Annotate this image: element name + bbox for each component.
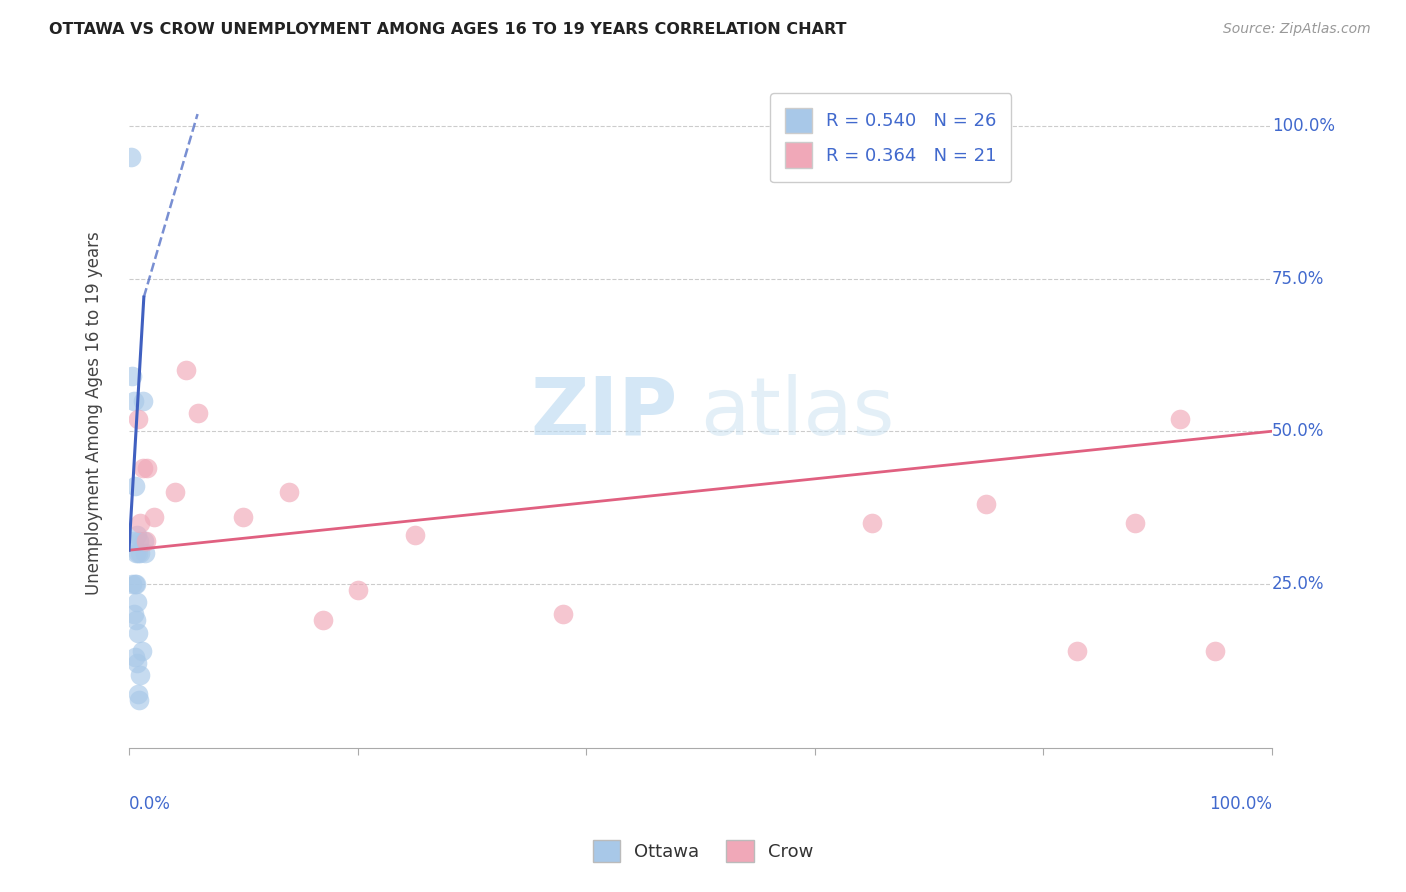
Point xyxy=(187,406,209,420)
Point xyxy=(1123,516,1146,530)
Point xyxy=(125,656,148,670)
Point xyxy=(128,692,150,706)
Point xyxy=(125,613,148,627)
Point xyxy=(122,534,145,549)
Point xyxy=(1066,644,1088,658)
Text: atlas: atlas xyxy=(700,374,894,452)
Point xyxy=(1204,644,1226,658)
Text: 25.0%: 25.0% xyxy=(1272,574,1324,593)
Point xyxy=(232,509,254,524)
Point xyxy=(127,625,149,640)
Point xyxy=(131,644,153,658)
Point xyxy=(128,534,150,549)
Point xyxy=(312,613,335,627)
Point xyxy=(134,546,156,560)
Y-axis label: Unemployment Among Ages 16 to 19 years: Unemployment Among Ages 16 to 19 years xyxy=(86,231,103,595)
Point xyxy=(174,363,197,377)
Point xyxy=(127,687,149,701)
Point xyxy=(124,479,146,493)
Legend: Ottawa, Crow: Ottawa, Crow xyxy=(585,833,821,870)
Point xyxy=(125,576,148,591)
Point xyxy=(404,528,426,542)
Point xyxy=(127,412,149,426)
Point xyxy=(120,150,142,164)
Point xyxy=(121,369,143,384)
Point xyxy=(346,582,368,597)
Text: 75.0%: 75.0% xyxy=(1272,269,1324,288)
Text: Source: ZipAtlas.com: Source: ZipAtlas.com xyxy=(1223,22,1371,37)
Text: 100.0%: 100.0% xyxy=(1209,796,1272,814)
Point xyxy=(143,509,166,524)
Point xyxy=(974,498,997,512)
Point xyxy=(124,650,146,665)
Point xyxy=(135,534,157,549)
Point xyxy=(122,393,145,408)
Point xyxy=(860,516,883,530)
Point xyxy=(131,461,153,475)
Point xyxy=(125,528,148,542)
Point xyxy=(278,485,301,500)
Point xyxy=(132,534,155,549)
Point xyxy=(1170,412,1192,426)
Point xyxy=(124,576,146,591)
Point xyxy=(129,546,152,560)
Text: ZIP: ZIP xyxy=(530,374,678,452)
Point xyxy=(163,485,186,500)
Point xyxy=(127,546,149,560)
Text: 100.0%: 100.0% xyxy=(1272,117,1334,136)
Point xyxy=(125,595,148,609)
Legend: R = 0.540   N = 26, R = 0.364   N = 21: R = 0.540 N = 26, R = 0.364 N = 21 xyxy=(770,93,1011,182)
Text: 50.0%: 50.0% xyxy=(1272,422,1324,441)
Text: OTTAWA VS CROW UNEMPLOYMENT AMONG AGES 16 TO 19 YEARS CORRELATION CHART: OTTAWA VS CROW UNEMPLOYMENT AMONG AGES 1… xyxy=(49,22,846,37)
Point xyxy=(121,576,143,591)
Point xyxy=(136,461,159,475)
Text: 0.0%: 0.0% xyxy=(129,796,172,814)
Point xyxy=(129,516,152,530)
Point xyxy=(129,668,152,682)
Point xyxy=(553,607,575,622)
Point xyxy=(125,546,148,560)
Point xyxy=(122,607,145,622)
Point xyxy=(131,393,153,408)
